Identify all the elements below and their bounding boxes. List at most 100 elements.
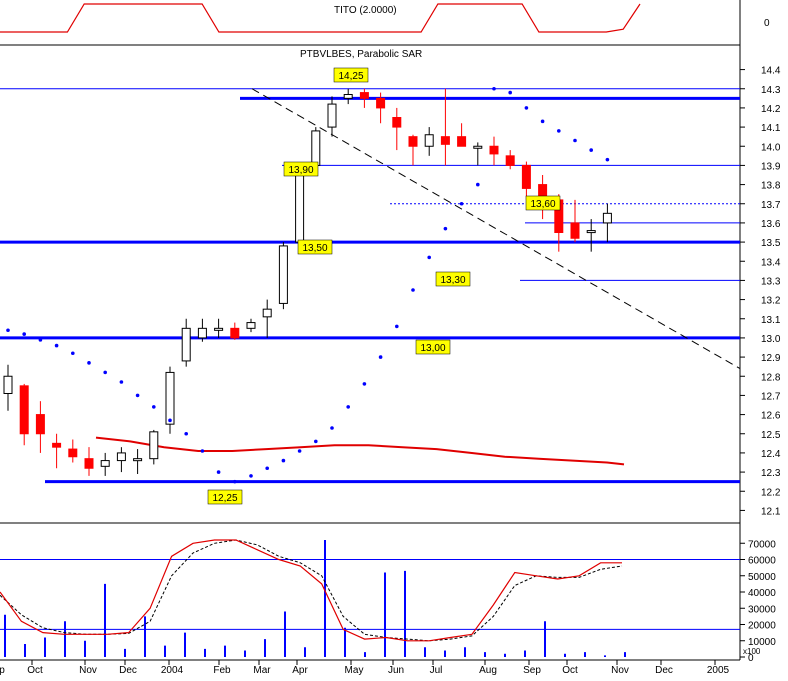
trendline-group [251,88,741,370]
candle-body [295,174,305,243]
price-y-tick-label: 12.4 [761,449,781,460]
sar-dot [87,361,91,365]
price-y-tick-label: 14.1 [761,123,781,134]
candle-body [116,452,126,462]
candle-body [505,155,515,166]
candle-body [262,308,272,318]
sar-dot [135,393,140,398]
volume-y-tick-label: 0 [748,653,754,664]
price-y-tick-label: 12.7 [761,391,781,402]
sar-dot [362,382,367,386]
x-tick-label: Sep [523,665,541,676]
sar-dot [297,449,302,453]
sar-dot [54,343,59,348]
level-label-text: 12,25 [212,493,237,504]
level-label-text: 14,25 [338,71,363,82]
stochastic-k-line [0,539,622,642]
price-y-tick-label: 13.9 [761,161,781,172]
sar-dot [200,449,205,453]
sar-group [6,86,610,484]
sar-dot [38,338,43,342]
candle-body [570,222,580,239]
candle-body [311,130,321,166]
sar-dot [540,119,545,124]
price-y-tick-label: 14.2 [761,104,781,115]
candle-body [214,327,224,331]
sar-dot [119,380,124,384]
level-label-box [297,239,333,255]
stochastic-group [0,539,623,642]
sar-dot [168,418,172,423]
sar-dot [492,86,496,91]
x-tick-label: Apr [292,665,308,676]
sar-dot [6,328,10,333]
level-label-box [525,195,561,211]
volume-unit-label: x100 [743,647,761,656]
candle-body [278,245,288,304]
x-tick-label: Oct [27,665,43,676]
price-y-tick-label: 13.6 [761,219,781,230]
x-tick-label: Mar [253,665,271,676]
price-y-tick-label: 12.3 [761,468,781,479]
candle-body [246,322,256,329]
sar-dot [330,426,334,430]
price-y-tick-label: 12.9 [761,353,781,364]
level-label-text: 13,50 [302,243,327,254]
price-y-tick-label: 12.8 [761,372,781,383]
price-y-tick-label: 12.5 [761,430,781,441]
candle-body [68,448,78,458]
volume-y-tick-label: 20000 [748,621,776,632]
tito-title: TITO (2.0000) [334,5,397,16]
sar-dot [281,458,286,463]
x-tick-label: Nov [611,665,629,676]
price-y-tick-label: 13.7 [761,200,781,211]
sar-dot [184,431,188,436]
x-tick-label: p [0,665,5,676]
price-y-tick-label: 13.0 [761,334,781,345]
candle-body [181,327,191,362]
x-tick-label: Dec [119,665,137,676]
tito-y-tick: 0 [764,18,770,29]
sar-dot [557,129,561,133]
candle-body [521,164,531,189]
level-label-box [207,489,243,505]
candle-body [165,371,175,425]
sar-dot [22,332,27,336]
sar-dot [103,370,107,375]
candle-body [149,431,159,460]
candle-body [440,136,450,145]
price-y-tick-label: 14.4 [761,66,781,77]
candle-body [35,414,45,435]
sar-dot [573,138,577,143]
x-tick-label: Feb [213,665,231,676]
sar-dot [152,405,156,409]
sar-dot [411,288,415,292]
level-label-box [283,161,319,177]
candle-body [100,460,110,467]
tito-series-line [0,3,641,33]
x-tick-label: 2005 [707,665,730,676]
candle-body [327,103,337,128]
volume-y-tick-label: 10000 [748,637,776,648]
sar-dot [605,157,610,162]
price-y-tick-label: 13.3 [761,276,781,287]
axes-group: 14.4 14.3 14.2 14.1 14.0 13.9 13.8 13.7 13.6 13.5… [0,66,781,676]
price-y-tick-label: 12.6 [761,411,781,422]
sar-dot [346,405,351,409]
sar-dot [265,466,270,471]
candle-body [408,136,418,147]
volume-y-tick-label: 70000 [748,539,776,550]
x-tick-label: Jul [430,665,443,676]
x-tick-label: Dec [655,665,673,676]
price-y-tick-label: 13.2 [761,296,781,307]
candle-body [359,92,369,99]
price-y-tick-label: 14.3 [761,85,781,96]
level-label-box [435,271,471,287]
x-tick-label: May [345,665,364,676]
candle-body [52,442,62,448]
price-panel-title: PTBVLBES, Parabolic SAR [300,49,422,60]
x-tick-label: Aug [479,665,497,676]
candle-body [343,94,353,99]
